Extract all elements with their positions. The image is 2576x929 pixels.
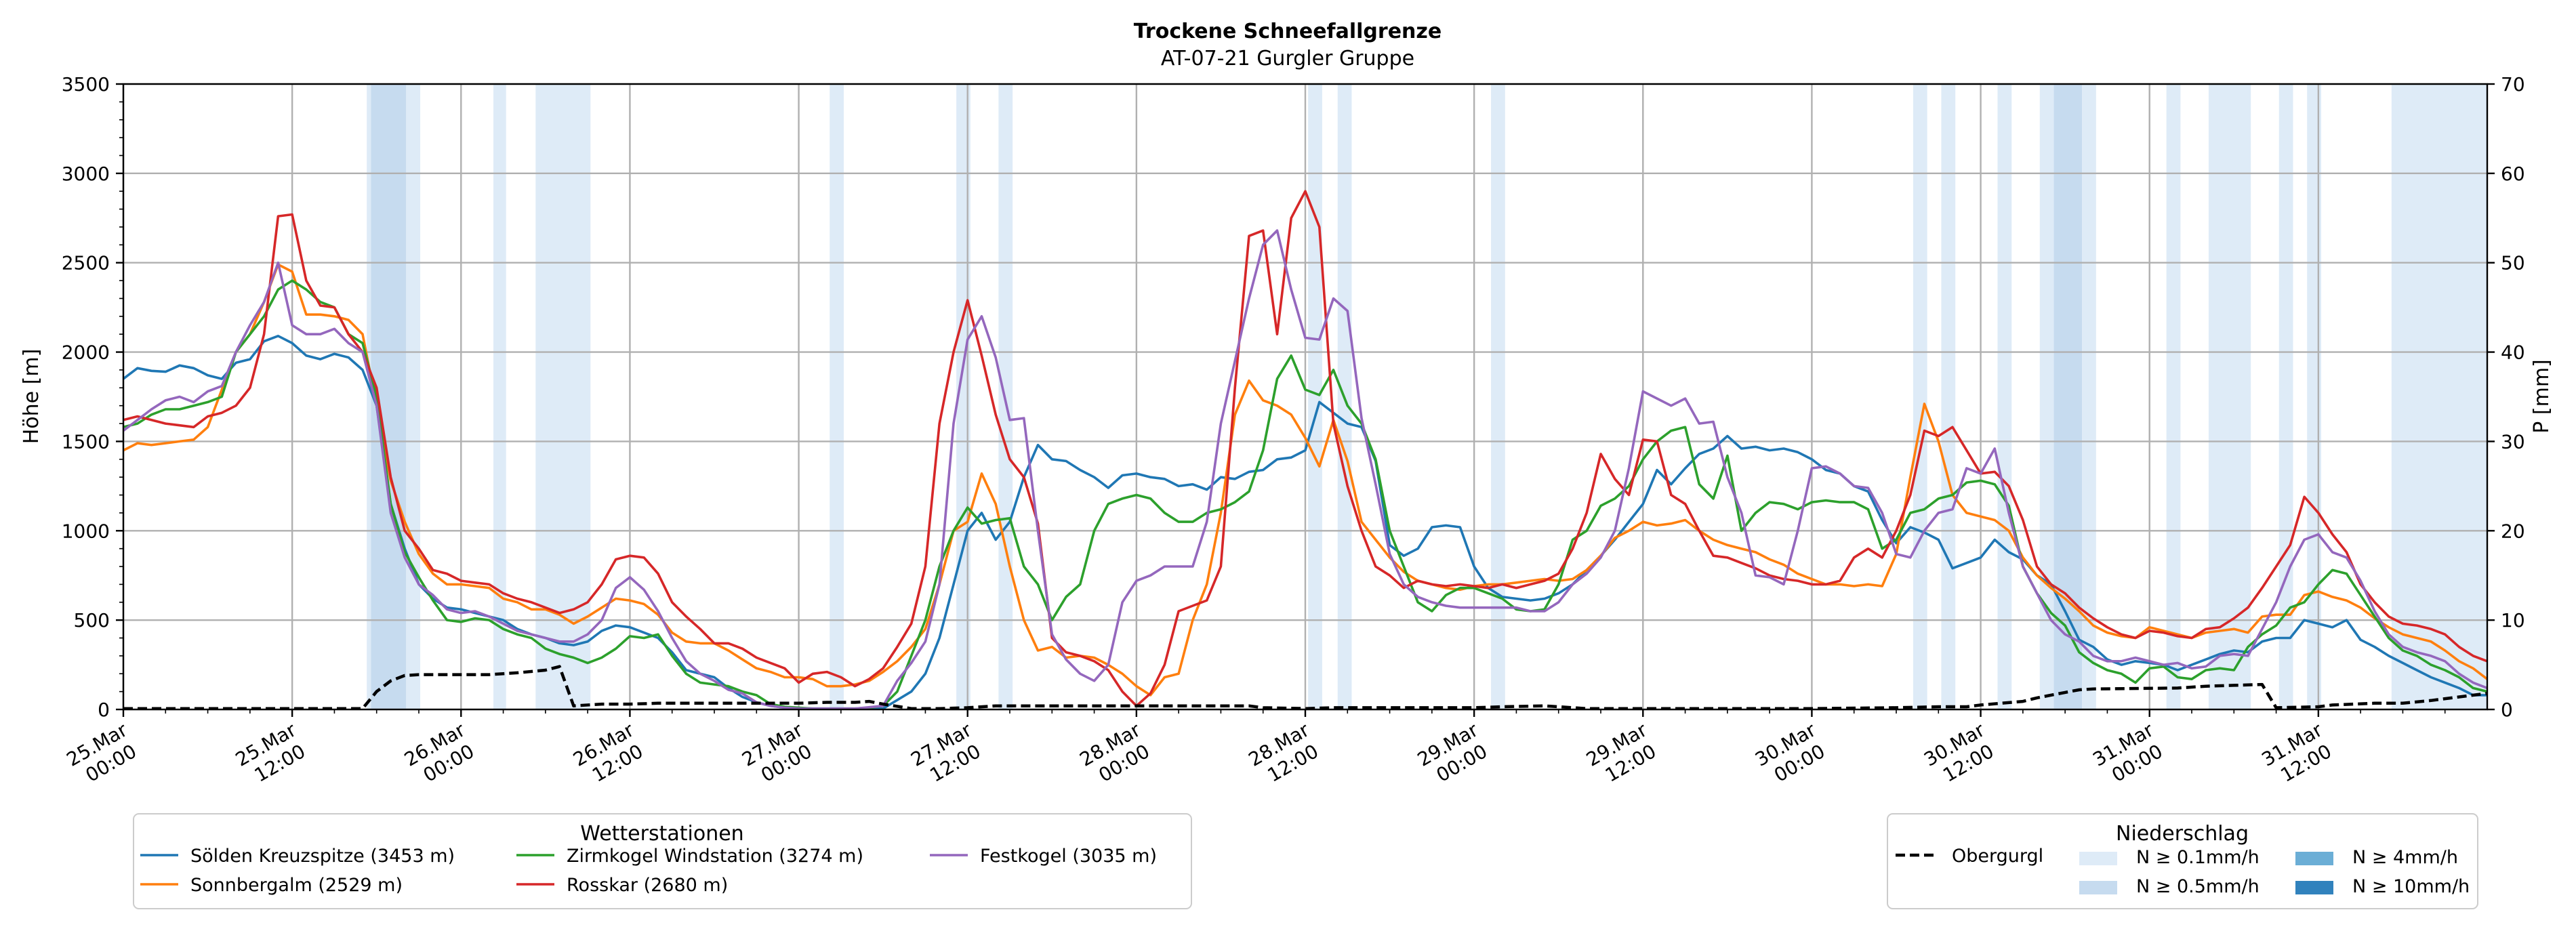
precip-band [1308, 84, 1322, 709]
legend-precip-label-3: N ≥ 4mm/h [2352, 847, 2458, 868]
stations-legend-title: Wetterstationen [580, 822, 743, 846]
x-tick-label: 31.Mar12:00 [2258, 718, 2338, 791]
y-tick-label: 3500 [62, 73, 110, 96]
y-tick-label: 2500 [62, 252, 110, 274]
precip-band [830, 84, 844, 709]
precip-band [493, 84, 506, 709]
y2-tick-label: 60 [2501, 163, 2525, 185]
legend-precip-label-2: N ≥ 0.5mm/h [2136, 876, 2260, 897]
y-tick-label: 1500 [62, 430, 110, 453]
y2-tick-label: 30 [2501, 430, 2525, 453]
legend-label-3: Zirmkogel Windstation (3274 m) [567, 846, 863, 867]
series-line-2 [123, 263, 2489, 697]
y2-tick-label: 40 [2501, 342, 2525, 364]
precip-band [2039, 84, 2054, 709]
stations-legend-frame [133, 813, 1192, 909]
x-tick-label: 25.Mar12:00 [232, 718, 312, 791]
x-tick-label: 27.Mar12:00 [907, 718, 987, 791]
x-tick-label: 25.Mar00:00 [63, 718, 143, 791]
y-axis-left: 0 500 1000 1500 2000 2500 3000 3500 [62, 73, 123, 721]
stations-legend: Wetterstationen Sölden Kreuzspitze (3453… [133, 813, 1192, 909]
precip-band [2166, 84, 2181, 709]
legend-label-4: Rosskar (2680 m) [567, 875, 728, 896]
x-tick-label: 26.Mar12:00 [569, 718, 649, 791]
precip-legend: Niederschlag Obergurgl N ≥ 0.1mm/h N ≥ 0.5… [1887, 813, 2478, 909]
legend-precip-label-4: N ≥ 10mm/h [2352, 876, 2470, 897]
chart-subtitle: AT-07-21 Gurgler Gruppe [1161, 47, 1414, 70]
y-tick-label: 3000 [62, 163, 110, 185]
legend-precip-swatch-2 [2079, 881, 2117, 894]
y2-tick-label: 20 [2501, 520, 2525, 542]
chart-title: Trockene Schneefallgrenze [1134, 20, 1442, 43]
y-tick-label: 2000 [62, 342, 110, 364]
x-tick-label: 28.Mar12:00 [1245, 718, 1325, 791]
y2-tick-label: 10 [2501, 609, 2525, 632]
precip-band [2082, 84, 2096, 709]
precip-band [1997, 84, 2012, 709]
y-axis-label: Höhe [m] [20, 349, 43, 445]
x-tick-label: 29.Mar00:00 [1414, 718, 1494, 791]
series-line-4 [123, 190, 2488, 707]
y-axis-right: 0 10 20 30 40 50 60 70 [2487, 73, 2525, 721]
legend-label-1: Sölden Kreuzspitze (3453 m) [190, 846, 455, 867]
x-tick-label: 30.Mar00:00 [1751, 718, 1831, 791]
legend-label-obergurgl: Obergurgl [1952, 846, 2043, 867]
precip-band [1491, 84, 1505, 709]
precip-band [2208, 84, 2251, 709]
y2-tick-label: 50 [2501, 252, 2525, 274]
legend-label-5: Festkogel (3035 m) [980, 846, 1157, 867]
series-lines [122, 190, 2489, 710]
legend-precip-swatch-4 [2295, 881, 2333, 894]
x-tick-label: 31.Mar00:00 [2089, 718, 2169, 791]
y2-tick-label: 0 [2501, 699, 2513, 721]
x-tick-label: 26.Mar00:00 [401, 718, 481, 791]
y2-axis-label: P [mm] [2530, 359, 2554, 433]
precip-band [1941, 84, 1956, 709]
y-tick-label: 1000 [62, 520, 110, 542]
precip-legend-title: Niederschlag [2116, 822, 2249, 846]
x-tick-label: 27.Mar00:00 [738, 718, 818, 791]
series-line-6 [123, 665, 2488, 710]
precip-band [2391, 84, 2487, 709]
x-axis: 25.Mar00:00 25.Mar12:00 26.Mar00:00 26.Mar1… [63, 709, 2446, 791]
y-tick-label: 500 [74, 609, 110, 632]
y2-tick-label: 70 [2501, 73, 2525, 96]
series-line-3 [123, 279, 2488, 710]
x-tick-label: 30.Mar12:00 [1920, 718, 2000, 791]
gridlines [122, 83, 2487, 711]
x-tick-label: 29.Mar12:00 [1582, 718, 1662, 791]
legend-precip-label-1: N ≥ 0.1mm/h [2136, 847, 2260, 868]
legend-precip-swatch-1 [2079, 852, 2117, 865]
precip-band [1913, 84, 1927, 709]
precip-band [406, 84, 421, 709]
precip-band [2278, 84, 2293, 709]
x-tick-label: 28.Mar00:00 [1076, 718, 1156, 791]
precip-band [367, 84, 371, 709]
series-line-5 [122, 229, 2488, 710]
legend-label-2: Sonnbergalm (2529 m) [190, 875, 403, 896]
y-tick-label: 0 [98, 699, 110, 721]
legend-precip-swatch-3 [2295, 852, 2333, 865]
